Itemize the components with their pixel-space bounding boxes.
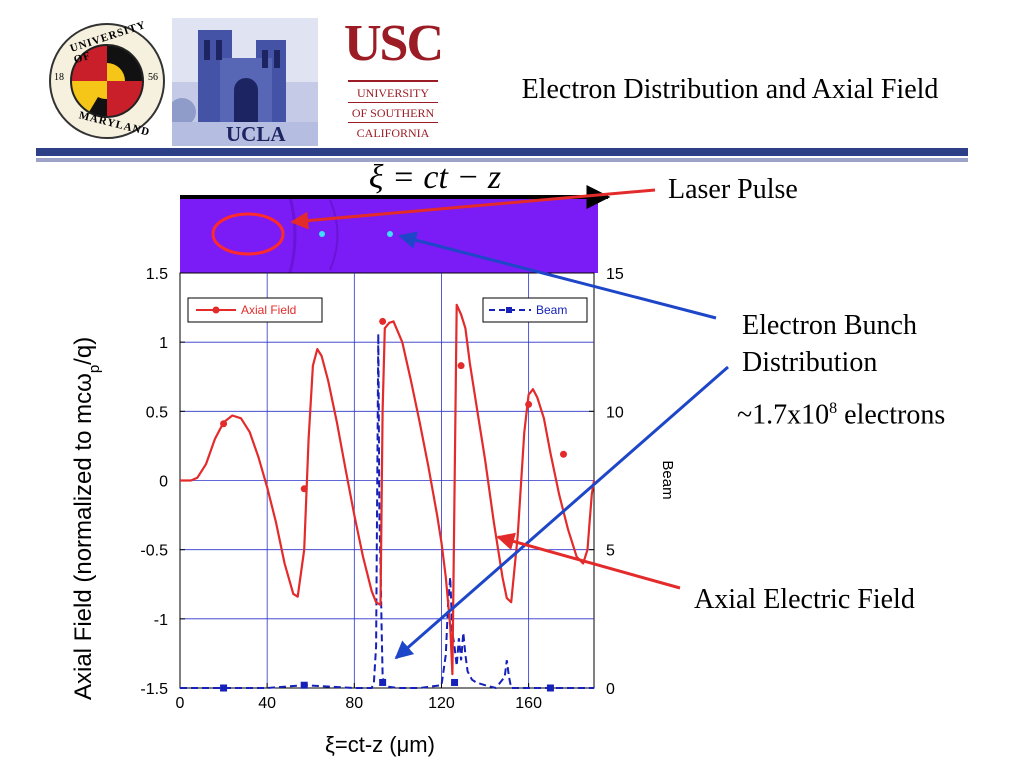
y-right-tick-label: 5 <box>606 543 615 560</box>
beam-marker <box>546 684 554 692</box>
usc-rule-mid <box>348 102 438 103</box>
x-tick-label: 40 <box>258 695 276 712</box>
left-ticks: -1.5 -1 -0.5 0 0.5 1 1.5 <box>140 266 185 698</box>
x-tick-label: 80 <box>345 695 363 712</box>
y-axis-left-title: Axial Field (normalized to mcωp/q) <box>70 337 103 700</box>
xi-equation: ξ = ct − z <box>369 159 501 196</box>
inset-bunch-1 <box>319 231 325 237</box>
laser-pulse-label: Laser Pulse <box>668 174 798 205</box>
legend-beam-label: Beam <box>536 303 567 317</box>
umd-seal-graphic <box>49 23 165 139</box>
ucla-building-graphic <box>168 18 318 146</box>
legend-beam: Beam <box>482 297 588 323</box>
bunch-arrow-inset <box>398 231 717 320</box>
y-axis-left-sub: p <box>86 365 103 373</box>
field-marker <box>300 485 308 493</box>
legend-field-label: Axial Field <box>241 303 296 317</box>
beam-marker <box>451 678 459 686</box>
x-ticks: 0 40 80 120 160 <box>176 683 542 712</box>
field-marker <box>559 450 567 458</box>
x-tick-label: 120 <box>428 695 455 712</box>
laser-pulse-arrow <box>290 188 656 230</box>
usc-line-1: UNIVERSITY <box>357 86 429 100</box>
field-marker <box>379 317 387 325</box>
beam-marker <box>220 684 228 692</box>
usc-rule-mid2 <box>348 122 438 123</box>
x-tick-label: 160 <box>515 695 542 712</box>
electron-count-exp: 8 <box>829 400 838 417</box>
y-axis-left-tail: /q) <box>70 337 97 365</box>
usc-line-2: OF SOUTHERN <box>351 106 435 120</box>
beam-marker <box>300 681 308 689</box>
y-left-tick-label: -1.5 <box>140 681 168 698</box>
header-rule-light <box>36 158 968 162</box>
usc-rule-top <box>348 80 438 82</box>
umd-year-left: 18 <box>54 72 64 83</box>
legend-axial-field: Axial Field <box>187 297 323 323</box>
axial-electric-field-label: Axial Electric Field <box>694 584 915 615</box>
simulation-inset <box>180 185 611 274</box>
y-left-tick-label: 1.5 <box>146 266 168 283</box>
y-right-tick-label: 15 <box>606 266 624 283</box>
field-line <box>180 303 596 676</box>
field-series <box>180 303 596 676</box>
plot-frame <box>179 272 595 689</box>
inset-wake-2 <box>329 199 339 271</box>
header-rule-dark <box>36 148 968 156</box>
y-left-tick-label: 0.5 <box>146 404 168 421</box>
y-axis-right-title: Beam <box>659 460 676 499</box>
inset-bunch-2 <box>387 231 393 237</box>
y-axis-left-main: Axial Field (normalized to mcω <box>70 373 97 700</box>
inset-wake-1 <box>288 196 297 274</box>
electron-count-pre: ~1.7x10 <box>737 399 830 431</box>
usc-letters: USC <box>344 15 444 72</box>
y-right-tick-label: 0 <box>606 681 615 698</box>
ucla-logo: UCLA <box>168 18 318 146</box>
usc-line-3: CALIFORNIA <box>356 126 430 140</box>
legend-field-marker <box>212 306 220 314</box>
field-marker <box>457 362 465 370</box>
field-marker <box>220 420 228 428</box>
y-left-tick-label: 1 <box>159 335 168 352</box>
beam-series <box>180 333 594 692</box>
distribution-label: Distribution <box>742 347 878 378</box>
bunch-arrow-plot <box>394 365 729 660</box>
usc-logo: USC UNIVERSITY OF SOUTHERN CALIFORNIA <box>344 15 444 144</box>
electron-count-post: electrons <box>837 399 946 431</box>
field-arrow <box>496 532 681 590</box>
beam-line <box>180 333 594 690</box>
electron-count-label: ~1.7x108 electrons <box>737 392 945 432</box>
field-marker <box>525 400 533 408</box>
legend-right-box <box>482 297 588 323</box>
electron-bunch-label: Electron Bunch <box>742 310 917 341</box>
legend-beam-marker <box>506 307 512 313</box>
beam-marker <box>379 678 387 686</box>
umd-logo: UNIVERSITY OF MARYLAND 18 56 <box>48 19 166 140</box>
legend-left-box <box>187 297 323 323</box>
slide-title: Electron Distribution and Axial Field <box>521 74 939 105</box>
x-tick-label: 0 <box>176 695 185 712</box>
x-axis-title: ξ=ct-z (μm) <box>325 732 435 757</box>
umd-year-right: 56 <box>148 72 158 83</box>
ucla-text: UCLA <box>226 122 286 146</box>
y-left-tick-label: 0 <box>159 474 168 491</box>
right-ticks: 0 5 10 15 <box>589 266 624 698</box>
y-right-tick-label: 10 <box>606 404 624 421</box>
laser-ellipse <box>211 212 285 256</box>
y-left-tick-label: -1 <box>154 612 168 629</box>
y-left-tick-label: -0.5 <box>140 543 168 560</box>
